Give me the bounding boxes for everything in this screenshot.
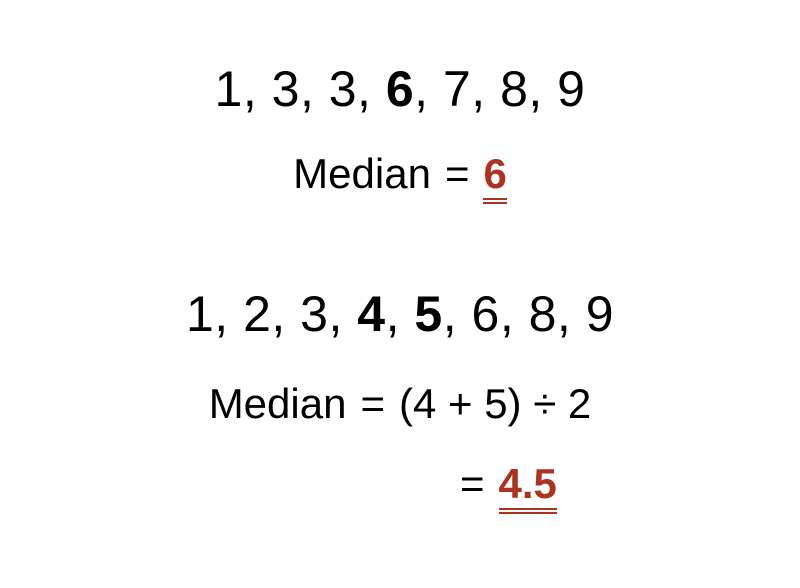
sequence-item-bold: 5 (414, 286, 442, 342)
sequence-item: 3 (272, 61, 300, 117)
equation-1: Median = 6 (0, 150, 800, 200)
sequence-item: 3 (329, 61, 357, 117)
sequence-item: 6 (472, 286, 500, 342)
equation-2b: = 4.5 (0, 460, 800, 510)
sequence-2: 1, 2, 3, 4, 5, 6, 8, 9 (0, 285, 800, 343)
median-label-2: Median (209, 380, 347, 428)
sequence-item: 3 (300, 286, 328, 342)
equals-1: = (445, 150, 470, 198)
equation-2a: Median = (4 + 5) ÷ 2 (0, 380, 800, 428)
sequence-item: 9 (557, 61, 585, 117)
sequence-item: 9 (586, 286, 614, 342)
sequence-item-bold: 4 (357, 286, 385, 342)
sequence-item: 2 (243, 286, 271, 342)
sequence-item: 8 (529, 286, 557, 342)
sequence-item: 1 (215, 61, 243, 117)
median-examples: 1, 3, 3, 6, 7, 8, 9 Median = 6 1, 2, 3, … (0, 0, 800, 588)
sequence-item-bold: 6 (386, 61, 414, 117)
answer-1: 6 (483, 150, 506, 200)
sequence-item: 1 (186, 286, 214, 342)
equals-2a: = (360, 380, 385, 428)
equals-2b: = (460, 460, 485, 508)
sequence-item: 7 (443, 61, 471, 117)
median-label-1: Median (293, 150, 431, 198)
answer-2: 4.5 (499, 460, 557, 510)
expression-2: (4 + 5) ÷ 2 (399, 380, 591, 428)
sequence-item: 8 (500, 61, 528, 117)
sequence-1: 1, 3, 3, 6, 7, 8, 9 (0, 60, 800, 118)
